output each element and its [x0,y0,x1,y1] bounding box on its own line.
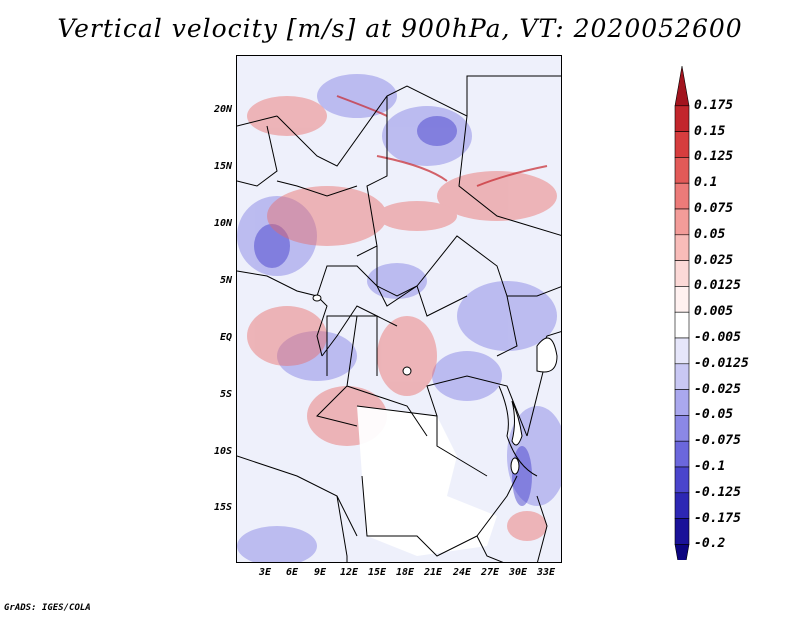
colorbar-label: -0.075 [694,433,741,449]
colorbar-label: 0.125 [694,149,734,165]
political-borders [237,75,561,562]
colorbar-segment [674,466,690,494]
colorbar-label: 0.005 [694,304,734,320]
colorbar-segment [674,518,690,545]
lat-label-5n: 5N [219,275,232,286]
lat-label-10n: 10N [213,218,232,229]
lon-label-24e: 24E [452,567,472,578]
lat-label-15n: 15N [213,161,232,172]
colorbar-segment [674,131,690,158]
colorbar-segment [674,157,690,184]
colorbar-label: -0.2 [694,536,726,552]
lon-label-3e: 3E [258,567,272,578]
colorbar-segment [674,182,690,210]
lon-label-15e: 15E [367,567,387,578]
colorbar-label: 0.05 [694,226,726,242]
colorbar-segment [674,492,690,519]
lon-label-12e: 12E [339,567,359,578]
colorbar-label: -0.025 [694,381,741,397]
lon-label-27e: 27E [480,567,500,578]
map-plot-area [236,55,562,563]
positive-velocity-patches [247,96,557,541]
colorbar-label: -0.0125 [694,355,749,371]
map-field [237,56,561,562]
colorbar [674,65,690,560]
colorbar-label: -0.125 [694,484,741,500]
colorbar-segment [674,65,690,107]
colorbar-segment [674,363,690,390]
lon-label-21e: 21E [423,567,443,578]
colorbar-segment [674,337,690,365]
lat-label-5s: 5S [219,389,232,400]
colorbar-segment [674,286,690,313]
lat-label-20n: 20N [213,104,232,115]
colorbar-segment [674,208,690,236]
lon-label-6e: 6E [285,567,299,578]
colorbar-segment [674,440,690,468]
colorbar-label: -0.1 [694,459,726,474]
lat-label-eq: EQ [219,332,232,343]
colorbar-segment [674,544,690,560]
colorbar-segment [674,260,690,287]
colorbar-segment [674,389,690,416]
colorbar-label: 0.075 [694,201,734,216]
colorbar-label: -0.05 [694,407,734,423]
lat-label-10s: 10S [213,446,232,457]
colorbar-segment [674,415,690,442]
colorbar-label: 0.175 [694,97,734,113]
colorbar-label: -0.005 [694,330,741,345]
colorbar-label: 0.0125 [694,278,741,294]
lon-label-30e: 30E [508,567,528,578]
colorbar-label: 0.025 [694,252,734,268]
lon-label-18e: 18E [395,567,415,578]
colorbar-segment [674,234,690,261]
lon-label-33e: 33E [536,567,556,578]
lon-label-9e: 9E [313,567,327,578]
colorbar-label: 0.1 [694,175,718,191]
colorbar-segment [674,105,690,132]
colorbar-segment [674,311,690,339]
lat-label-15s: 15S [213,502,232,513]
grads-credit: GrADS: IGES/COLA [4,603,91,613]
colorbar-label: -0.175 [694,510,741,526]
map-title: Vertical velocity [m/s] at 900hPa, VT: 2… [57,14,743,43]
colorbar-label: 0.15 [694,123,726,139]
